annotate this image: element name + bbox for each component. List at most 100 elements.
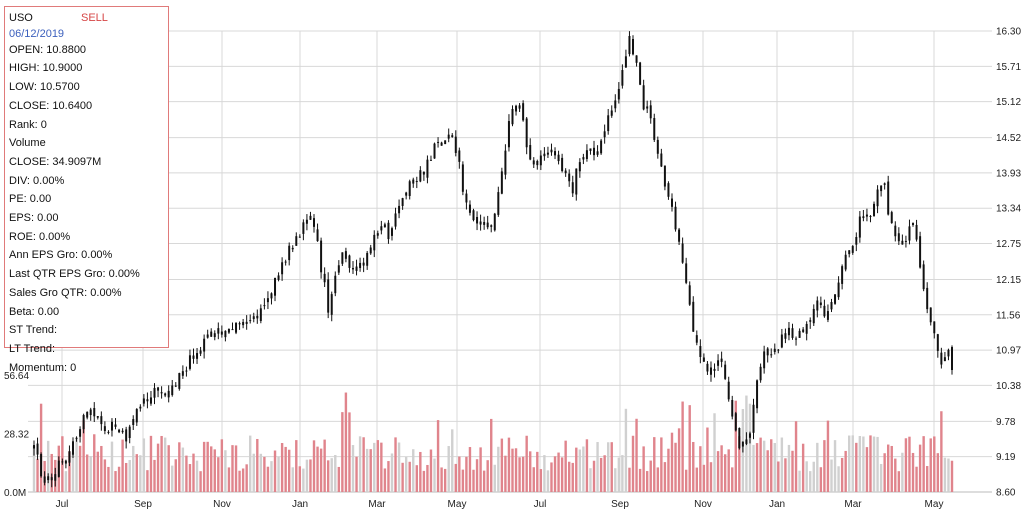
candle-body [36,443,39,455]
candle-body [348,255,351,268]
volume-bar [947,458,950,492]
volume-bar [653,437,656,492]
volume-bar [798,470,801,492]
candle-body [390,228,393,236]
candle-body [819,302,822,306]
quote-stat-row: HIGH: 10.9000 [9,62,83,75]
price-tick-label: 14.52 [996,133,1021,144]
candle-body [525,118,528,148]
volume-bar [692,441,695,492]
candle-body [667,183,670,197]
candle-body [149,397,152,404]
volume-bar [401,462,404,492]
date-tick-label: Mar [368,499,386,510]
quote-stat-row: ROE: 0.00% [9,230,71,243]
candle-body [766,348,769,356]
volume-bar [287,449,291,492]
volume-bar [564,440,567,492]
candle-body [387,222,390,240]
volume-bar [139,455,142,492]
candle-body [809,320,812,322]
candle-body [876,189,879,207]
volume-bar [784,458,787,492]
volume-bar [447,446,450,492]
volume-bar [135,454,138,492]
candle-body [429,159,432,161]
candle-body [550,149,553,153]
volume-bar [844,450,847,492]
candle-body [476,216,479,224]
candle-body [894,225,897,237]
candle-body [610,110,613,116]
date-tick-label: May [448,499,467,510]
volume-bar [316,446,319,492]
candle-body [692,301,695,332]
candle-body [933,321,936,334]
volume-bar [422,470,426,492]
candle-body [951,347,953,371]
volume-bar [500,438,504,492]
volume-bar [75,437,78,492]
candle-body [717,360,720,366]
volume-bar [167,445,170,492]
volume-bars [32,392,954,492]
volume-bar [855,442,858,492]
candle-body [185,370,188,372]
candle-body [217,328,220,334]
candle-body [93,408,96,417]
quote-info-panel: USO SELL 06/12/2019 OPEN: 10.8800 HIGH: 10… [4,6,169,374]
volume-bar [809,471,812,492]
candle-body [880,185,883,192]
candle-body [812,308,815,324]
volume-bar [596,442,599,492]
candle-body [805,323,808,334]
candle-body [752,404,755,433]
candle-body [873,203,876,217]
candle-body [546,152,549,155]
candle-body [43,476,46,483]
volume-bar [848,435,851,492]
candle-body [235,323,238,333]
volume-bar [376,440,380,492]
volume-bar [677,428,681,492]
candle-body [639,62,642,85]
candle-body [309,215,312,220]
volume-bar [213,449,216,492]
volume-bar [894,458,897,492]
candle-body [798,330,801,338]
date-axis: Jul Sep Nov Jan Mar May Jul Sep Nov Jan Mar May [56,499,944,510]
volume-tick-label: 0.0M [4,488,26,499]
candle-body [114,424,117,427]
volume-bar [461,469,465,492]
candle-body [461,164,464,192]
volume-bar [674,442,677,492]
candle-body [947,349,950,357]
candle-body [741,441,744,447]
candle-body [635,55,638,63]
volume-bar [727,449,730,492]
quote-stat-row: Beta: 0.00 [9,305,60,318]
candle-body [50,477,53,481]
quote-stat-row: Sales Gro QTR: 0.00% [9,286,122,299]
candle-body [904,240,907,242]
candle-body [624,56,627,68]
volume-bar [241,468,245,492]
candle-body [146,399,149,402]
quote-stat-row: LOW: 10.5700 [9,81,80,94]
volume-bar [319,448,323,492]
candle-body [238,323,241,325]
volume-bar [585,439,589,492]
candle-body [532,160,535,165]
candle-body [582,157,585,160]
candle-body [454,136,457,153]
volume-bar [716,451,720,492]
volume-bar [121,439,124,492]
volume-bar [263,456,266,492]
volume-bar [915,466,918,492]
volume-bar [479,447,482,492]
volume-bar [504,455,507,492]
candle-body [522,103,525,121]
volume-bar [78,445,82,492]
volume-bar [397,442,401,492]
candle-body [802,329,805,332]
